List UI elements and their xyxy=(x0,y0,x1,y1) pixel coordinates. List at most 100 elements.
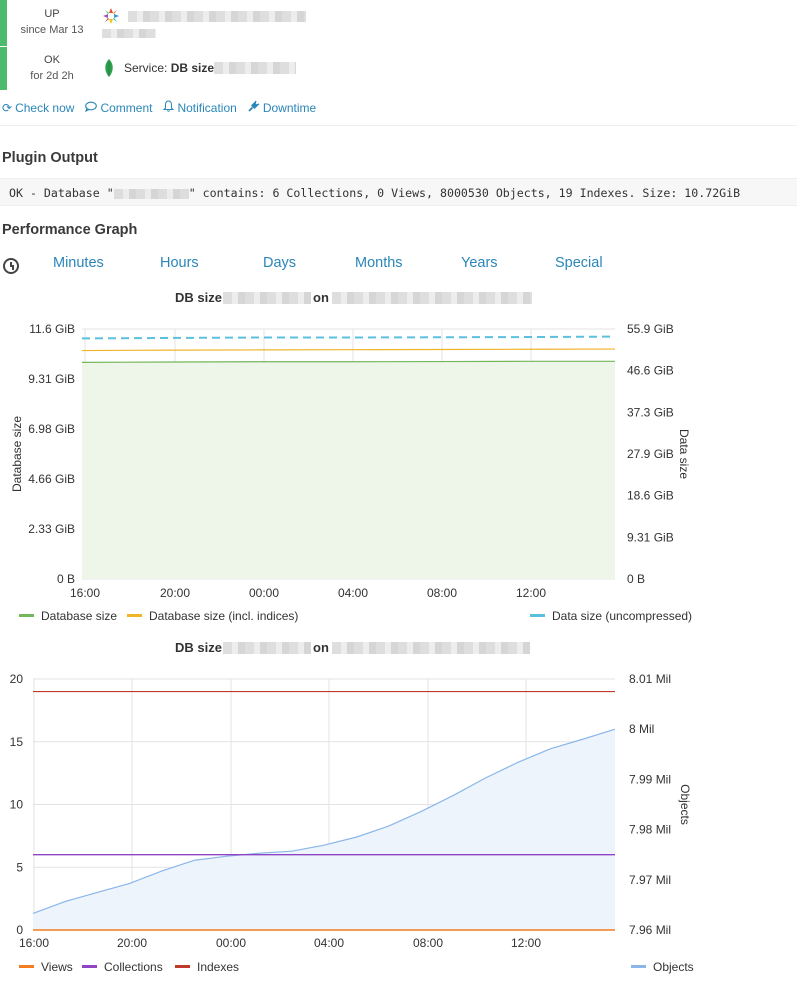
legend-swatch xyxy=(127,614,142,617)
legend-swatch xyxy=(82,965,97,968)
tab-minutes[interactable]: Minutes xyxy=(53,255,104,271)
y-left-tick-label: 10 xyxy=(10,798,24,812)
host-state-box[interactable]: UP since Mar 13 xyxy=(7,6,97,38)
graph1-title-prefix: DB size xyxy=(175,290,222,305)
y-left-tick-label: 9.31 GiB xyxy=(28,372,75,386)
y-left-tick-label: 11.6 GiB xyxy=(29,322,75,336)
x-tick-label: 16:00 xyxy=(70,586,100,600)
y-left-tick-label: 4.66 GiB xyxy=(28,472,75,486)
graph2-host-redacted xyxy=(332,642,530,654)
legend-label: Objects xyxy=(653,960,694,974)
service-state: OK xyxy=(44,54,60,66)
legend-swatch xyxy=(530,614,545,617)
notification-link[interactable]: Notification xyxy=(163,100,237,115)
objects-area xyxy=(33,729,615,930)
y-right-tick-label: 46.6 GiB xyxy=(627,364,674,378)
host-logo-icon xyxy=(102,7,120,25)
service-name-redacted xyxy=(214,62,297,74)
divider xyxy=(0,125,797,126)
legend-label: Database size xyxy=(41,609,117,623)
performance-graph-heading: Performance Graph xyxy=(2,222,138,238)
x-tick-label: 00:00 xyxy=(249,586,279,600)
x-tick-label: 20:00 xyxy=(160,586,190,600)
service-state-bar xyxy=(0,47,7,90)
db-name-redacted xyxy=(113,188,189,199)
service-state-box[interactable]: OK for 2d 2h xyxy=(7,52,97,84)
y-right-tick-label: 27.9 GiB xyxy=(627,447,674,461)
x-tick-label: 20:00 xyxy=(117,936,147,950)
host-state: UP xyxy=(44,8,60,20)
service-line[interactable]: Service: DB size xyxy=(102,59,297,77)
graph1-service-redacted xyxy=(223,292,311,304)
leaf-icon xyxy=(102,59,116,77)
y-left-tick-label: 5 xyxy=(16,860,23,874)
service-label: Service: xyxy=(124,61,168,75)
y-right-tick-label: 8.01 Mil xyxy=(629,672,671,686)
notification-label: Notification xyxy=(177,100,237,115)
plugin-output-suffix: " contains: 6 Collections, 0 Views, 8000… xyxy=(188,186,741,200)
tab-years[interactable]: Years xyxy=(461,255,498,271)
host-line[interactable] xyxy=(102,7,306,25)
object-count-chart[interactable]: 0 5 10 15 20 7.96 Mil 7.97 Mil 7.98 Mil 7.99 Mil… xyxy=(0,664,797,989)
downtime-label: Downtime xyxy=(262,100,317,115)
y-right-tick-label: 7.98 Mil xyxy=(629,823,671,837)
graph2-service-redacted xyxy=(223,642,311,654)
y-right-tick-label: 7.96 Mil xyxy=(629,923,671,937)
legend-label: Views xyxy=(41,960,73,974)
plugin-output-heading: Plugin Output xyxy=(2,150,98,166)
tab-days[interactable]: Days xyxy=(263,255,297,271)
legend-swatch xyxy=(19,965,34,968)
y-right-tick-label: 0 B xyxy=(627,572,645,586)
x-tick-label: 12:00 xyxy=(511,936,541,950)
legend-label: Indexes xyxy=(197,960,239,974)
plugin-output-text: OK - Database " " contains: 6 Collections… xyxy=(0,178,797,206)
y-left-axis-label: Database size xyxy=(10,416,24,492)
tab-months[interactable]: Months xyxy=(355,255,403,271)
y-right-axis-label: Objects xyxy=(678,784,692,825)
graph2-title-mid: on xyxy=(313,640,329,655)
y-right-tick-label: 18.6 GiB xyxy=(627,489,674,503)
x-tick-label: 08:00 xyxy=(413,936,443,950)
comment-link[interactable]: Comment xyxy=(85,100,152,115)
host-state-bar xyxy=(0,0,7,46)
host-since: since Mar 13 xyxy=(20,24,84,36)
bell-icon xyxy=(163,100,175,115)
host-subtitle-redacted xyxy=(102,29,156,38)
action-bar: ⟳ Check now Comment Notification Downtime xyxy=(2,100,327,115)
y-right-tick-label: 7.97 Mil xyxy=(629,873,671,887)
comment-icon xyxy=(85,101,98,115)
y-right-tick-label: 7.99 Mil xyxy=(629,772,671,786)
graph2-title-prefix: DB size xyxy=(175,640,222,655)
x-tick-label: 12:00 xyxy=(516,586,546,600)
x-tick-label: 00:00 xyxy=(216,936,246,950)
y-left-tick-label: 20 xyxy=(10,672,24,686)
downtime-link[interactable]: Downtime xyxy=(248,100,316,115)
legend-label: Database size (incl. indices) xyxy=(149,609,298,623)
x-tick-label: 04:00 xyxy=(314,936,344,950)
comment-label: Comment xyxy=(100,100,153,115)
legend-label: Data size (uncompressed) xyxy=(552,609,692,623)
database-size-incl-indices-line xyxy=(81,348,616,352)
y-left-tick-label: 0 xyxy=(16,923,23,937)
y-left-tick-label: 6.98 GiB xyxy=(28,422,75,436)
legend-swatch xyxy=(175,965,190,968)
legend-swatch xyxy=(19,614,34,617)
x-tick-label: 08:00 xyxy=(427,586,457,600)
database-size-area xyxy=(82,361,615,579)
tab-hours[interactable]: Hours xyxy=(160,255,199,271)
host-name-redacted xyxy=(128,10,306,22)
y-right-tick-label: 9.31 GiB xyxy=(627,530,674,544)
service-name: DB size xyxy=(170,61,215,75)
tab-special[interactable]: Special xyxy=(555,255,603,271)
plugin-output-prefix: OK - Database " xyxy=(9,186,114,200)
y-right-axis-label: Data size xyxy=(677,429,691,479)
check-now-link[interactable]: ⟳ Check now xyxy=(2,100,74,115)
db-size-chart[interactable]: 0 B 2.33 GiB 4.66 GiB 6.98 GiB 9.31 GiB 11.6 … xyxy=(0,312,797,642)
refresh-icon: ⟳ xyxy=(2,100,13,115)
graph1-host-redacted xyxy=(332,292,532,304)
x-tick-label: 04:00 xyxy=(338,586,368,600)
plug-icon xyxy=(248,100,260,115)
data-size-uncompressed-line xyxy=(81,335,616,340)
service-since: for 2d 2h xyxy=(30,70,74,82)
clock-icon[interactable] xyxy=(3,258,19,274)
